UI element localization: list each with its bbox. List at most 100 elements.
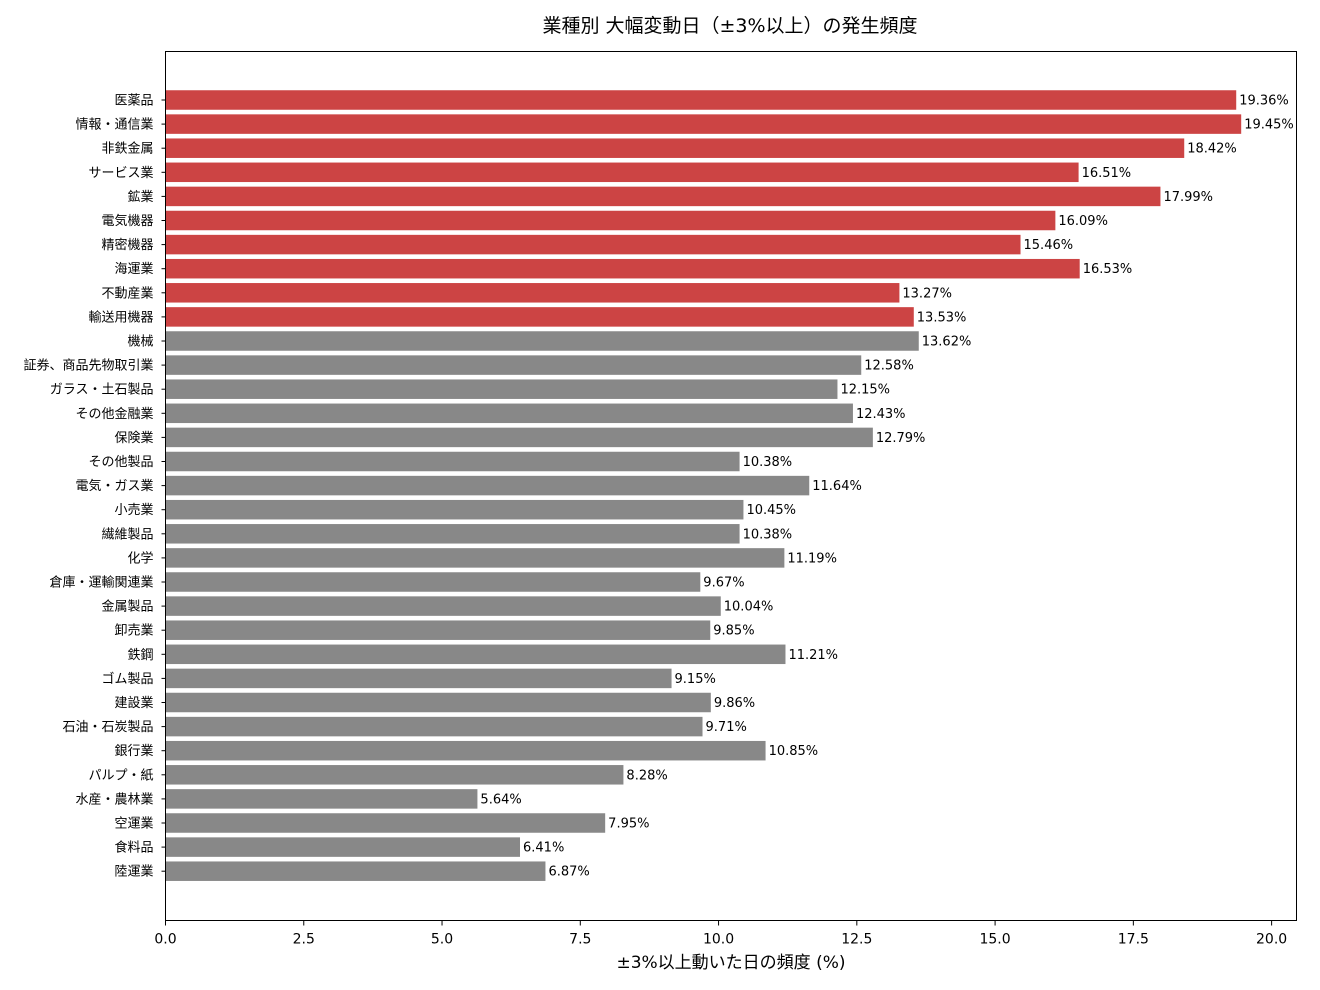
category-label: 化学 xyxy=(127,550,153,566)
value-labels-group: 19.36% 19.45% 18.42% 16.51% 17.99% 16.09% 15.4… xyxy=(480,94,1293,880)
category-label: 保険業 xyxy=(114,430,153,446)
bar xyxy=(165,524,740,544)
value-label: 11.21% xyxy=(788,648,838,663)
bar xyxy=(165,692,711,713)
category-label: 陸運業 xyxy=(114,864,153,880)
bars-group xyxy=(165,90,1242,881)
bar xyxy=(165,548,785,568)
bar xyxy=(165,716,703,737)
plot-frame xyxy=(165,51,1297,921)
category-label: サービス業 xyxy=(88,165,153,181)
x-tick-label: 0.0 xyxy=(154,932,176,948)
category-label: その他金融業 xyxy=(75,406,153,422)
value-label: 13.62% xyxy=(922,335,972,350)
category-label: 情報・通信業 xyxy=(75,117,153,133)
category-label: 輸送用機器 xyxy=(88,310,153,325)
category-label: 精密機器 xyxy=(101,237,153,253)
x-axis: 0.0 2.5 5.0 7.5 10.0 12.5 15.0 17.5 20.0 xyxy=(154,920,1287,948)
bar xyxy=(165,186,1161,207)
category-label: 証券、商品先物取引業 xyxy=(23,358,153,374)
y-axis: 医薬品情報・通信業非鉄金属サービス業鉱業電気機器精密機器海運業不動産業輸送用機器… xyxy=(23,94,166,880)
bar xyxy=(165,403,853,424)
x-tick-label: 10.0 xyxy=(703,932,734,948)
bar xyxy=(165,475,810,496)
bar xyxy=(165,668,672,689)
category-label: 非鉄金属 xyxy=(101,141,153,157)
x-tick-label: 20.0 xyxy=(1256,932,1287,948)
bar xyxy=(165,379,838,399)
value-label: 16.53% xyxy=(1083,262,1133,277)
bar xyxy=(165,644,786,665)
category-label: 電気機器 xyxy=(101,213,153,229)
bar xyxy=(165,162,1079,183)
bar xyxy=(165,572,701,592)
value-label: 11.19% xyxy=(787,551,837,566)
x-tick-label: 5.0 xyxy=(431,932,453,948)
bar xyxy=(165,837,521,857)
bar xyxy=(165,451,740,472)
value-label: 9.67% xyxy=(703,576,744,591)
category-label: 繊維製品 xyxy=(101,526,153,542)
value-label: 17.99% xyxy=(1163,190,1213,205)
value-label: 16.51% xyxy=(1082,166,1132,181)
category-label: 建設業 xyxy=(114,695,153,711)
bar xyxy=(165,427,873,448)
bar xyxy=(165,355,862,375)
category-label: ゴム製品 xyxy=(101,671,153,687)
value-label: 10.45% xyxy=(746,503,796,518)
bar xyxy=(165,307,914,327)
x-tick-label: 17.5 xyxy=(1118,932,1149,948)
value-label: 9.71% xyxy=(706,720,747,735)
category-label: ガラス・土石製品 xyxy=(50,383,154,398)
value-label: 15.46% xyxy=(1024,238,1074,253)
value-label: 5.64% xyxy=(480,792,521,807)
value-label: 9.86% xyxy=(714,696,755,711)
value-label: 13.53% xyxy=(917,310,967,325)
bar xyxy=(165,620,711,640)
x-tick-label: 15.0 xyxy=(979,932,1010,948)
value-label: 7.95% xyxy=(608,817,649,832)
bar xyxy=(165,258,1080,279)
category-label: 海運業 xyxy=(114,261,153,277)
bar xyxy=(165,114,1242,134)
value-label: 11.64% xyxy=(812,479,862,494)
value-label: 10.38% xyxy=(743,527,793,542)
value-label: 8.28% xyxy=(626,768,667,783)
category-label: 水産・農林業 xyxy=(75,791,153,807)
value-label: 12.43% xyxy=(856,407,906,422)
x-tick-label: 7.5 xyxy=(569,932,591,948)
value-label: 9.15% xyxy=(675,672,716,687)
category-label: 金属製品 xyxy=(101,599,153,615)
category-label: 不動産業 xyxy=(101,285,153,301)
category-label: 食料品 xyxy=(114,840,153,856)
bar xyxy=(165,499,744,520)
value-label: 19.45% xyxy=(1244,118,1294,133)
value-label: 13.27% xyxy=(902,286,952,301)
x-tick-label: 2.5 xyxy=(293,932,315,948)
value-label: 10.85% xyxy=(769,744,819,759)
bar xyxy=(165,740,766,761)
category-label: 鉄鋼 xyxy=(127,648,153,663)
value-label: 9.85% xyxy=(713,624,754,639)
category-label: 機械 xyxy=(127,335,153,350)
bar xyxy=(165,90,1237,110)
value-label: 12.15% xyxy=(840,383,890,398)
x-tick-label: 12.5 xyxy=(841,932,872,948)
chart-title: 業種別 大幅変動日（±3%以上）の発生頻度 xyxy=(542,15,917,37)
category-label: 倉庫・運輸関連業 xyxy=(49,575,153,591)
category-label: 卸売業 xyxy=(114,623,153,639)
category-label: 小売業 xyxy=(114,502,153,518)
value-label: 16.09% xyxy=(1058,214,1108,229)
value-label: 10.38% xyxy=(743,455,793,470)
category-label: 銀行業 xyxy=(114,743,153,759)
bar xyxy=(165,283,900,303)
value-label: 10.04% xyxy=(724,600,774,615)
bar xyxy=(165,331,919,351)
bar xyxy=(165,596,721,616)
value-label: 19.36% xyxy=(1239,94,1289,109)
value-label: 6.87% xyxy=(548,865,589,880)
category-label: 鉱業 xyxy=(127,189,153,205)
category-label: 空運業 xyxy=(114,816,153,832)
bar xyxy=(165,138,1185,158)
